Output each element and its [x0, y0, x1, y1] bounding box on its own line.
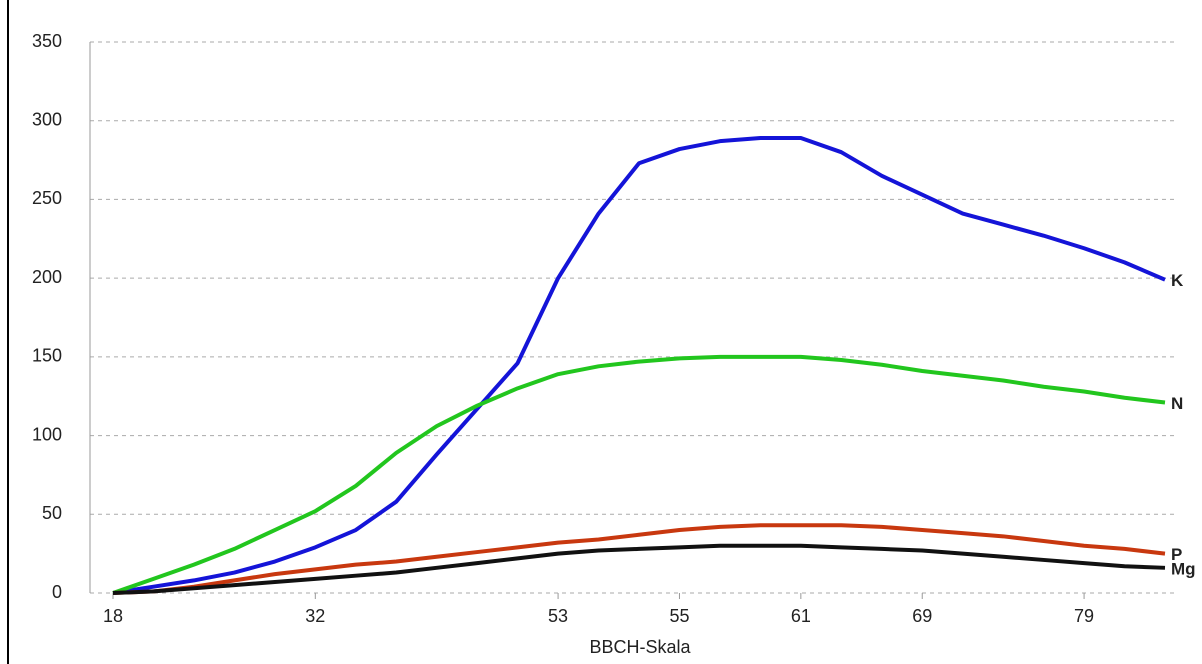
y-tick-label: 50: [42, 503, 62, 523]
series-label: K: [1171, 271, 1184, 290]
x-tick-label: 79: [1074, 606, 1094, 626]
series-line: [113, 138, 1165, 593]
x-tick-label: 18: [103, 606, 123, 626]
series-label: Mg: [1171, 559, 1196, 578]
y-tick-label: 150: [32, 346, 62, 366]
y-tick-label: 100: [32, 424, 62, 444]
y-tick-label: 350: [32, 31, 62, 51]
series-line: [113, 546, 1165, 593]
y-tick-label: 200: [32, 267, 62, 287]
x-tick-label: 69: [912, 606, 932, 626]
x-tick-label: 55: [669, 606, 689, 626]
x-tick-label: 53: [548, 606, 568, 626]
y-tick-label: 250: [32, 188, 62, 208]
x-tick-label: 32: [305, 606, 325, 626]
y-tick-label: 300: [32, 109, 62, 129]
x-axis-title: BBCH-Skala: [589, 637, 691, 657]
chart: BBCH-Skala 0 50 100 150 200 250 300 350 18 32 53 55…: [0, 0, 1202, 664]
series-label: N: [1171, 394, 1183, 413]
y-tick-label: 0: [52, 582, 62, 602]
x-tick-label: 61: [791, 606, 811, 626]
